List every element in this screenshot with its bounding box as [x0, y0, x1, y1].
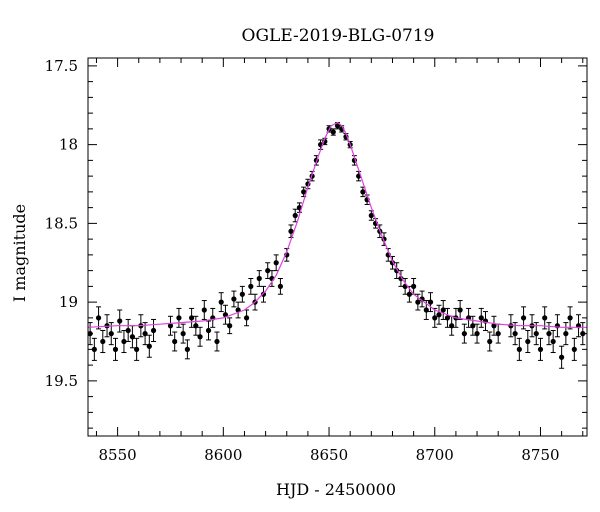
- plot-content: 8550 8600 8650 8700 8750 17.5 18 18.5 19 19.5: [45, 57, 587, 464]
- data-point: [125, 327, 131, 334]
- data-point: [360, 189, 366, 195]
- x-tick-label: 8650: [310, 446, 348, 464]
- x-tick-label: 8550: [99, 446, 137, 464]
- data-point: [571, 346, 577, 352]
- data-point: [368, 212, 374, 219]
- data-point: [87, 331, 93, 337]
- data-point: [423, 307, 429, 313]
- data-point: [415, 299, 421, 305]
- data-point: [180, 331, 186, 337]
- data-point: [248, 283, 254, 289]
- data-point: [227, 323, 233, 329]
- x-tick-label: 8750: [521, 446, 559, 464]
- data-point: [134, 346, 140, 352]
- data-point: [470, 323, 476, 329]
- data-point: [432, 315, 438, 321]
- data-point: [95, 315, 102, 321]
- data-point: [193, 323, 199, 329]
- data-point: [580, 331, 586, 337]
- data-point: [537, 346, 544, 352]
- data-point: [243, 315, 250, 321]
- y-tick-label: 18.5: [45, 214, 78, 232]
- data-point: [542, 315, 548, 321]
- data-point: [516, 346, 522, 352]
- y-axis-label: I magnitude: [10, 204, 29, 302]
- data-point: [533, 331, 539, 337]
- data-point: [487, 338, 493, 345]
- data-point: [142, 331, 148, 337]
- data-point: [436, 312, 442, 318]
- data-point: [172, 338, 178, 345]
- data-point: [330, 129, 336, 135]
- model-curve: [87, 121, 587, 328]
- data-point: [474, 331, 480, 337]
- data-point: [440, 307, 446, 313]
- data-point: [406, 291, 412, 297]
- data-point: [214, 338, 220, 345]
- data-point: [495, 331, 501, 337]
- data-point: [239, 291, 245, 297]
- data-point: [277, 283, 284, 289]
- data-point: [189, 315, 195, 321]
- data-point: [112, 346, 119, 352]
- data-point: [301, 189, 307, 195]
- data-point: [231, 296, 237, 302]
- data-point: [292, 212, 298, 219]
- data-point: [205, 327, 212, 334]
- data-point: [461, 331, 467, 337]
- y-tick-label: 19.5: [45, 372, 78, 390]
- data-point: [108, 331, 114, 337]
- data-point: [427, 299, 434, 305]
- x-axis-label: HJD - 2450000: [276, 480, 396, 499]
- data-point: [167, 323, 174, 329]
- y-tick-label: 19: [59, 293, 78, 311]
- data-point: [449, 323, 455, 329]
- data-point: [457, 307, 463, 313]
- chart-title: OGLE-2019-BLG-0719: [242, 26, 435, 46]
- data-point: [176, 315, 182, 321]
- data-point: [559, 354, 565, 360]
- data-point: [478, 315, 484, 321]
- data-point: [520, 315, 527, 321]
- data-point: [201, 307, 207, 313]
- data-point: [288, 228, 294, 234]
- data-point: [550, 338, 556, 345]
- data-point: [121, 338, 127, 345]
- data-point: [91, 346, 97, 352]
- data-point: [444, 315, 451, 321]
- data-point: [491, 323, 497, 329]
- data-point: [525, 338, 531, 345]
- data-point: [273, 260, 279, 266]
- data-point: [184, 346, 190, 352]
- data-point: [567, 315, 573, 321]
- y-tick-label: 17.5: [45, 57, 78, 75]
- x-tick-label: 8600: [204, 446, 242, 464]
- data-point: [129, 334, 136, 340]
- y-tick-label: 18: [59, 136, 78, 154]
- x-tick-label: 8700: [416, 446, 454, 464]
- data-point: [117, 318, 123, 324]
- plot-frame: [87, 57, 588, 437]
- data-point: [512, 331, 518, 337]
- data-point: [218, 299, 224, 305]
- data-point: [546, 331, 552, 337]
- data-point: [146, 343, 152, 349]
- data-point: [411, 283, 417, 289]
- data-point: [260, 291, 267, 297]
- data-point: [197, 334, 203, 340]
- data-point: [256, 275, 262, 282]
- data-point: [334, 123, 341, 129]
- data-point: [150, 327, 157, 334]
- data-point: [100, 338, 106, 345]
- data-point: [563, 331, 569, 337]
- data-point: [265, 268, 271, 274]
